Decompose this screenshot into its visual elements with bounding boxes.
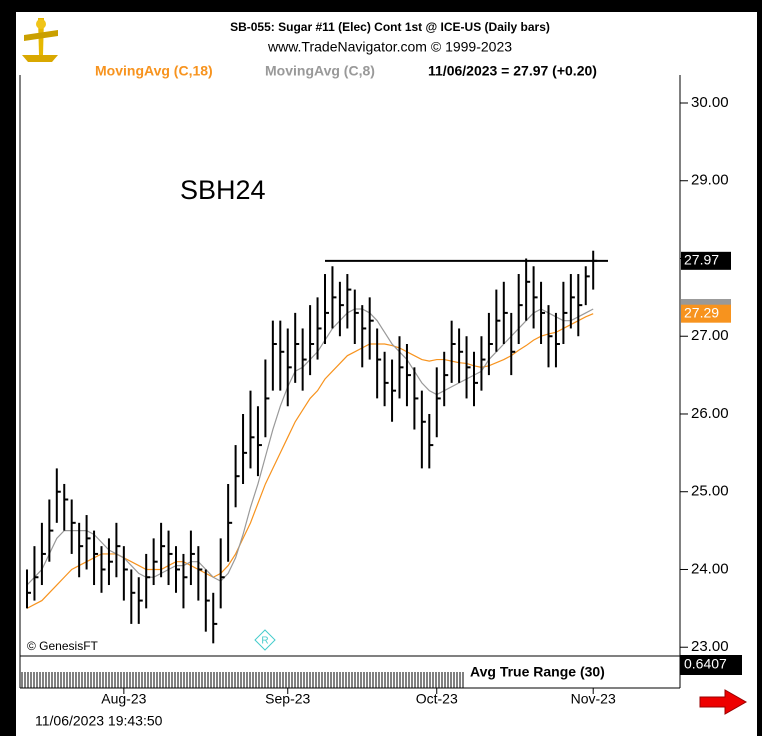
y-tick-label: 27.00 bbox=[691, 327, 729, 344]
x-tick-label: Nov-23 bbox=[571, 691, 616, 707]
y-tick-label: 24.00 bbox=[691, 560, 729, 577]
y-tick-label: 26.00 bbox=[691, 405, 729, 422]
legend-entry: MovingAvg (C,18) bbox=[95, 63, 213, 79]
logo bbox=[22, 18, 58, 62]
badge: R bbox=[261, 636, 268, 647]
last-value-label: 27.29 bbox=[684, 304, 719, 320]
canvas bbox=[16, 12, 757, 736]
x-tick-label: Sep-23 bbox=[265, 691, 310, 707]
timestamp: 11/06/2023 19:43:50 bbox=[35, 713, 163, 729]
indicator-label: Avg True Range (30) bbox=[470, 664, 605, 680]
credit: © GenesisFT bbox=[27, 639, 99, 653]
subtitle: www.TradeNavigator.com © 1999-2023 bbox=[267, 39, 512, 55]
y-tick-label: 23.00 bbox=[691, 638, 729, 655]
title: SB-055: Sugar #11 (Elec) Cont 1st @ ICE-… bbox=[230, 20, 550, 34]
legend-entry: MovingAvg (C,8) bbox=[265, 63, 375, 79]
y-tick-label: 29.00 bbox=[691, 172, 729, 189]
symbol: SBH24 bbox=[180, 175, 266, 205]
indicator-value: 0.6407 bbox=[684, 656, 727, 672]
y-tick-label: 30.00 bbox=[691, 94, 729, 111]
scroll-arrow[interactable] bbox=[699, 689, 748, 715]
last-value-box bbox=[681, 299, 731, 306]
indicator-strip bbox=[21, 672, 464, 688]
badge-icon bbox=[254, 629, 276, 651]
last-value-box bbox=[681, 251, 731, 270]
y-tick-label: 25.00 bbox=[691, 483, 729, 500]
quote: 11/06/2023 = 27.97 (+0.20) bbox=[428, 63, 597, 79]
indicator-value-box bbox=[680, 655, 742, 675]
last-value-label: 27.97 bbox=[684, 252, 719, 268]
x-tick-label: Oct-23 bbox=[416, 691, 458, 707]
x-tick-label: Aug-23 bbox=[101, 691, 146, 707]
indicator-label-bg bbox=[466, 662, 658, 684]
last-value-box bbox=[681, 304, 731, 323]
